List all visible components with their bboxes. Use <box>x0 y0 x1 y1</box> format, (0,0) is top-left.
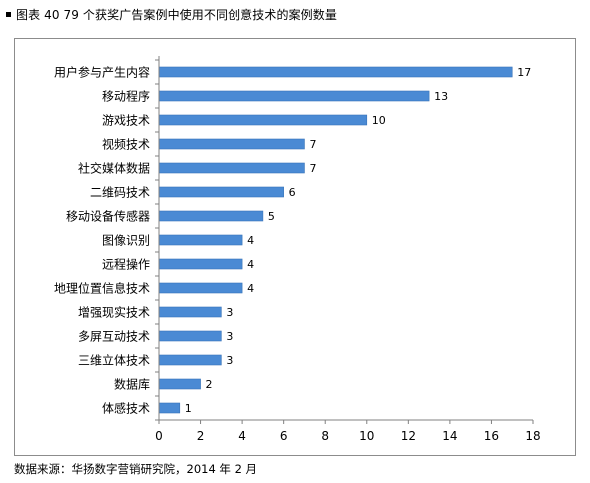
category-label: 多屏互动技术 <box>78 330 150 344</box>
x-tick-label: 12 <box>401 429 416 443</box>
data-label: 4 <box>247 282 254 295</box>
data-label: 4 <box>247 258 254 271</box>
x-tick-label: 16 <box>484 429 499 443</box>
category-label: 游戏技术 <box>102 114 150 128</box>
caption-bullet-icon <box>6 11 11 17</box>
data-label: 1 <box>185 402 192 415</box>
bar <box>158 186 284 198</box>
bar <box>158 258 243 270</box>
category-label: 远程操作 <box>102 257 150 272</box>
bar <box>158 306 222 318</box>
category-label: 移动设备传感器 <box>66 209 150 224</box>
x-tick-label: 8 <box>321 429 329 443</box>
bar <box>158 378 201 390</box>
category-label: 社交媒体数据 <box>78 161 150 176</box>
category-label: 二维码技术 <box>90 186 150 200</box>
chart-frame: 用户参与产生内容 17 移动程序 13 游戏技术 10 视频技术 7 社交媒体数据 7 二维码技术 6… <box>14 38 576 456</box>
data-label: 6 <box>289 186 296 199</box>
bar <box>158 114 368 126</box>
data-label: 13 <box>434 90 448 103</box>
category-label: 数据库 <box>114 377 150 392</box>
data-label: 2 <box>206 378 213 391</box>
bar <box>158 234 243 246</box>
data-label: 7 <box>309 138 316 151</box>
x-tick-label: 2 <box>197 429 205 443</box>
x-tick-label: 0 <box>155 429 163 443</box>
bar <box>158 66 513 78</box>
data-label: 7 <box>309 162 316 175</box>
data-label: 10 <box>372 114 386 127</box>
category-label: 增强现实技术 <box>78 305 150 320</box>
category-label: 体感技术 <box>102 401 150 416</box>
category-label: 用户参与产生内容 <box>54 65 150 80</box>
bar <box>158 402 181 414</box>
data-label: 3 <box>226 354 233 367</box>
bar <box>158 90 430 102</box>
data-label: 4 <box>247 234 254 247</box>
category-label: 移动程序 <box>102 89 150 104</box>
figure-title: 图表 40 79 个获奖广告案例中使用不同创意技术的案例数量 <box>16 7 337 22</box>
category-label: 视频技术 <box>102 137 150 152</box>
bar <box>158 354 222 366</box>
data-label: 17 <box>517 66 531 79</box>
category-label: 图像识别 <box>102 234 150 248</box>
bar <box>158 330 222 342</box>
data-label: 3 <box>226 306 233 319</box>
bar <box>158 210 264 222</box>
category-label: 地理位置信息技术 <box>54 281 150 296</box>
x-tick-label: 14 <box>442 429 457 443</box>
x-tick-label: 18 <box>525 429 540 443</box>
x-tick-label: 6 <box>280 429 288 443</box>
data-label: 5 <box>268 210 275 223</box>
source-note: 数据来源：华扬数字营销研究院，2014 年 2 月 <box>14 462 258 476</box>
bar <box>158 162 305 174</box>
figure-caption: 图表 40 79 个获奖广告案例中使用不同创意技术的案例数量 <box>6 5 337 23</box>
bar <box>158 282 243 294</box>
x-tick-label: 4 <box>238 429 246 443</box>
data-label: 3 <box>226 330 233 343</box>
category-label: 三维立体技术 <box>78 353 150 368</box>
x-tick-label: 10 <box>359 429 374 443</box>
bar <box>158 138 305 150</box>
